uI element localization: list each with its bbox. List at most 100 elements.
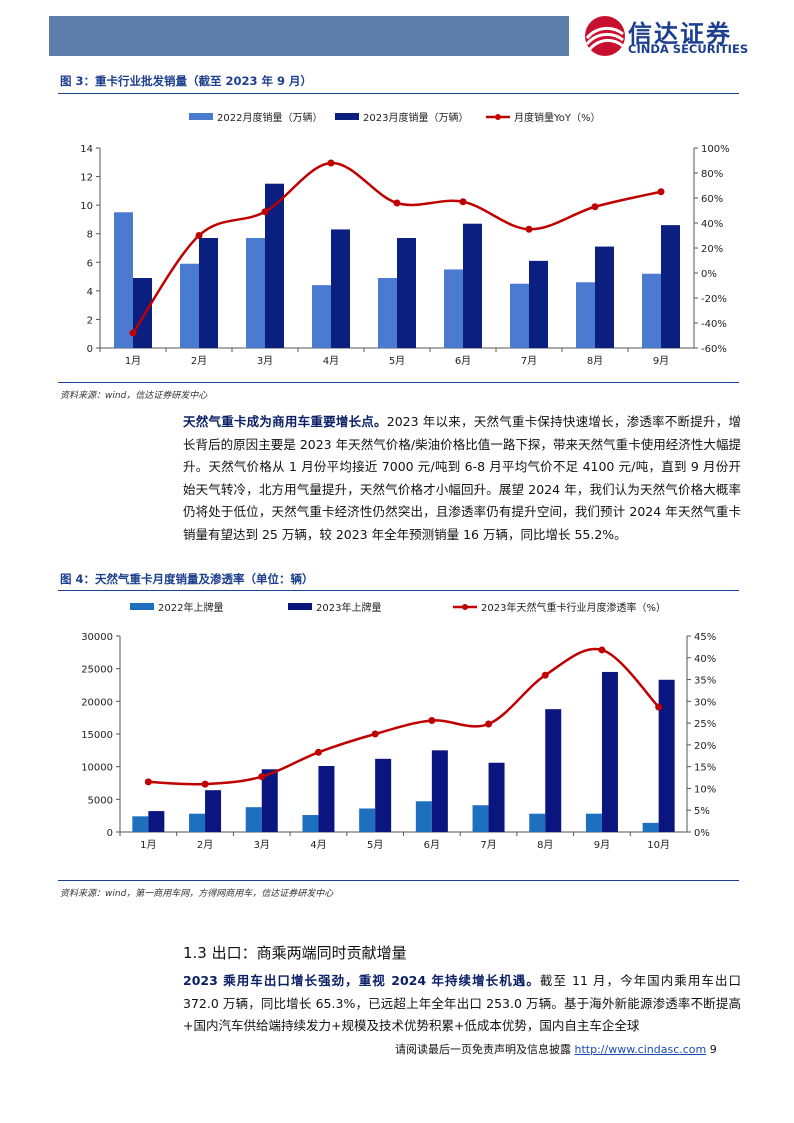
paragraph-exports: 2023 乘用车出口增长强劲，重视 2024 年持续增长机遇。截至 11 月，今…	[183, 970, 741, 1038]
bar	[397, 238, 416, 348]
header-banner	[49, 16, 569, 56]
bar	[431, 750, 448, 832]
right-tick-label: 0%	[701, 269, 717, 280]
right-tick-label: -20%	[701, 294, 727, 305]
right-tick-label: 25%	[694, 719, 716, 730]
line-point	[591, 203, 599, 211]
left-tick-label: 25000	[81, 665, 113, 676]
left-tick-label: 10	[80, 201, 93, 212]
bar	[595, 246, 614, 348]
paragraph-body: 截至 11 月，今年国内乘用车出口 372.0 万辆，同比增长 65.3%，已远…	[183, 973, 742, 1033]
bar	[132, 816, 149, 832]
figure4-source: 资料来源：wind，第一商用车网，方得网商用车，信达证券研发中心	[60, 889, 334, 899]
x-tick-label: 9月	[653, 355, 669, 367]
bar	[359, 808, 376, 832]
legend-swatch	[288, 603, 312, 610]
line-point	[541, 671, 549, 679]
figure4-chart: 2022年上牌量 2023年上牌量 2023年天然气重卡行业月度渗透率（%） 0 500…	[81, 601, 716, 851]
right-tick-label: 100%	[701, 144, 730, 155]
bar	[189, 813, 206, 832]
x-tick-label: 9月	[594, 839, 610, 851]
right-tick-label: 15%	[694, 763, 716, 774]
logo-english-name: CINDA SECURITIES	[628, 42, 749, 56]
right-tick-label: -60%	[701, 344, 727, 355]
left-tick-label: 4	[87, 287, 93, 298]
x-tick-label: 2月	[191, 355, 207, 367]
line-point	[129, 329, 137, 337]
left-tick-label: 2	[87, 315, 93, 326]
line-point	[459, 198, 467, 206]
legend-marker	[462, 604, 468, 610]
bar	[133, 278, 152, 348]
legend-marker	[495, 114, 501, 120]
x-tick-label: 7月	[480, 839, 496, 851]
right-tick-label: 20%	[701, 244, 723, 255]
footer: 请阅读最后一页免责声明及信息披露 http://www.cindasc.com …	[395, 1041, 717, 1057]
bar	[658, 679, 675, 832]
paragraph-body: 2023 年以来，天然气重卡保持快速增长，渗透率不断提升，增长背后的原因主要是 …	[183, 414, 741, 542]
footer-disclaimer: 请阅读最后一页免责声明及信息披露	[395, 1043, 575, 1056]
bar	[180, 263, 199, 348]
bar	[331, 229, 350, 348]
bar	[114, 212, 133, 348]
x-tick-label: 5月	[389, 355, 405, 367]
left-tick-label: 14	[80, 144, 93, 155]
line-point	[371, 730, 379, 738]
bar	[148, 811, 165, 832]
bar	[585, 813, 602, 832]
left-tick-label: 8	[87, 230, 93, 241]
line-point	[393, 199, 401, 207]
bar	[312, 285, 331, 348]
bar	[601, 671, 618, 832]
cinda-logo-icon	[585, 16, 625, 56]
line-point	[314, 748, 322, 756]
legend-label: 2022年上牌量	[158, 601, 223, 614]
right-tick-label: 0%	[694, 828, 710, 839]
legend-label: 2022月度销量（万辆）	[217, 111, 322, 124]
x-tick-label: 3月	[257, 355, 273, 367]
x-tick-label: 7月	[521, 355, 537, 367]
x-tick-label: 4月	[310, 839, 326, 851]
bar	[261, 769, 278, 832]
figure3-chart: 2022月度销量（万辆） 2023月度销量（万辆） 月度销量YoY（%） 0 2 4 6 8 1…	[80, 111, 730, 367]
x-tick-label: 6月	[455, 355, 471, 367]
left-tick-label: 10000	[81, 763, 113, 774]
bar	[472, 805, 489, 832]
right-tick-label: 40%	[701, 219, 723, 230]
left-tick-label: 30000	[81, 632, 113, 643]
footer-website-link[interactable]: http://www.cindasc.com	[574, 1043, 707, 1056]
right-tick-label: 20%	[694, 741, 716, 752]
paragraph-lead: 2023 乘用车出口增长强劲，重视 2024 年持续增长机遇。	[183, 973, 540, 988]
right-tick-label: 60%	[701, 194, 723, 205]
line-point	[485, 720, 493, 728]
x-tick-label: 1月	[140, 839, 156, 851]
x-tick-label: 4月	[323, 355, 339, 367]
line-point	[327, 159, 335, 167]
bar	[642, 822, 659, 832]
series-line	[131, 161, 662, 334]
legend-swatch	[130, 603, 154, 610]
figure4-bottom-rule	[58, 880, 739, 881]
figure4-title: 图 4：天然气重卡月度销量及渗透率（单位：辆）	[60, 572, 314, 586]
bar	[378, 278, 397, 348]
bar	[642, 273, 661, 348]
right-tick-label: 30%	[694, 697, 716, 708]
bar	[265, 183, 284, 348]
x-tick-label: 1月	[125, 355, 141, 367]
figure4-top-rule	[58, 590, 739, 591]
x-tick-label: 3月	[254, 839, 270, 851]
right-tick-label: 80%	[701, 169, 723, 180]
bar	[375, 758, 392, 832]
bar	[488, 762, 505, 832]
line-point	[428, 716, 436, 724]
bar	[205, 790, 222, 832]
x-tick-label: 10月	[647, 839, 670, 851]
line-point	[195, 232, 203, 239]
left-tick-label: 0	[87, 344, 93, 355]
left-tick-label: 6	[87, 258, 93, 269]
page-number: 9	[706, 1043, 717, 1056]
bar	[318, 766, 335, 832]
line-point	[144, 778, 152, 786]
figure3-bottom-rule	[58, 382, 739, 383]
legend-label: 2023年上牌量	[316, 601, 381, 614]
